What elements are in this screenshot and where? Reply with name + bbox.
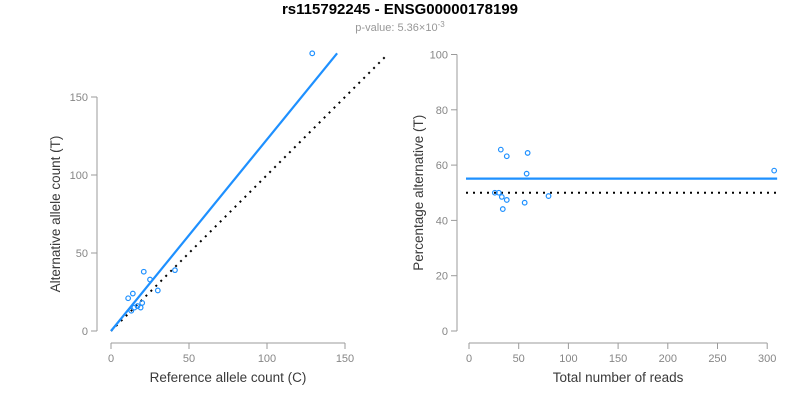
data-point — [129, 290, 136, 297]
y-tick-label: 150 — [70, 92, 88, 104]
data-point — [309, 50, 316, 57]
total-vs-percentage-y-axis: 0 20 40 60 80 100 — [430, 50, 458, 338]
x-tick-label: 100 — [258, 353, 276, 365]
data-point — [523, 170, 530, 177]
x-tick-label: 300 — [758, 353, 776, 365]
data-point — [139, 300, 146, 306]
data-point — [771, 167, 778, 174]
y-tick-label: 20 — [436, 271, 448, 283]
pvalue-prefix: p-value: — [355, 22, 398, 34]
data-point — [524, 150, 531, 156]
identity-line — [110, 55, 387, 332]
x-tick-label: 150 — [336, 353, 354, 365]
data-point — [140, 268, 147, 275]
plot-subtitle: p-value: 5.36×10-3 — [0, 20, 800, 34]
data-point — [134, 303, 141, 309]
y-tick-label: 40 — [436, 215, 448, 227]
ref-vs-alt-y-axis-title: Alternative allele count (T) — [48, 136, 63, 293]
x-tick-label: 200 — [659, 353, 677, 365]
total-vs-percentage-panel: 0 20 40 60 80 100 0 50 100 150 200 250 300 Total numb… — [411, 50, 778, 385]
ref-vs-alt-y-axis: 0 50 100 150 — [70, 92, 98, 338]
y-tick-label: 50 — [76, 248, 88, 260]
data-point — [499, 206, 506, 212]
data-point — [128, 307, 135, 314]
total-vs-percentage-y-axis-title: Percentage alternative (T) — [411, 115, 426, 271]
ref-vs-alt-panel: 0 50 100 150 0 50 100 150 Reference allele count… — [48, 50, 387, 385]
total-vs-percentage-x-axis-title: Total number of reads — [553, 370, 684, 385]
data-point — [154, 287, 161, 294]
total-vs-percentage-points — [491, 146, 778, 212]
data-point — [172, 267, 178, 274]
data-point — [545, 193, 552, 199]
data-point — [131, 304, 138, 311]
data-point — [503, 153, 510, 160]
data-point — [125, 295, 132, 302]
data-point — [147, 276, 153, 283]
x-tick-label: 50 — [183, 353, 195, 365]
ref-vs-alt-x-axis: 0 50 100 150 — [108, 342, 354, 365]
data-point — [491, 189, 498, 196]
data-point — [495, 189, 502, 196]
y-tick-label: 0 — [442, 326, 448, 338]
y-tick-label: 0 — [82, 326, 88, 338]
data-point — [497, 146, 504, 153]
data-point — [137, 304, 144, 311]
x-tick-label: 0 — [108, 353, 114, 365]
x-tick-label: 50 — [513, 353, 525, 365]
data-point — [521, 199, 528, 206]
ref-vs-alt-points — [125, 50, 316, 314]
fit-line — [110, 52, 338, 332]
data-point — [503, 197, 510, 203]
y-tick-label: 80 — [436, 105, 448, 117]
y-tick-label: 60 — [436, 160, 448, 172]
plot-title: rs115792245 - ENSG00000178199 — [281, 1, 519, 18]
y-tick-label: 100 — [430, 50, 448, 62]
x-tick-label: 150 — [609, 353, 627, 365]
pvalue-mantissa: 5.36×10 — [397, 22, 438, 34]
total-vs-percentage-x-axis: 0 50 100 150 200 250 300 — [466, 342, 776, 365]
data-point — [498, 193, 505, 200]
x-tick-label: 100 — [559, 353, 577, 365]
x-tick-label: 0 — [466, 353, 472, 365]
x-tick-label: 250 — [708, 353, 726, 365]
ref-vs-alt-x-axis-title: Reference allele count (C) — [150, 370, 307, 385]
y-tick-label: 100 — [70, 170, 88, 182]
pvalue-exponent: -3 — [437, 20, 445, 29]
